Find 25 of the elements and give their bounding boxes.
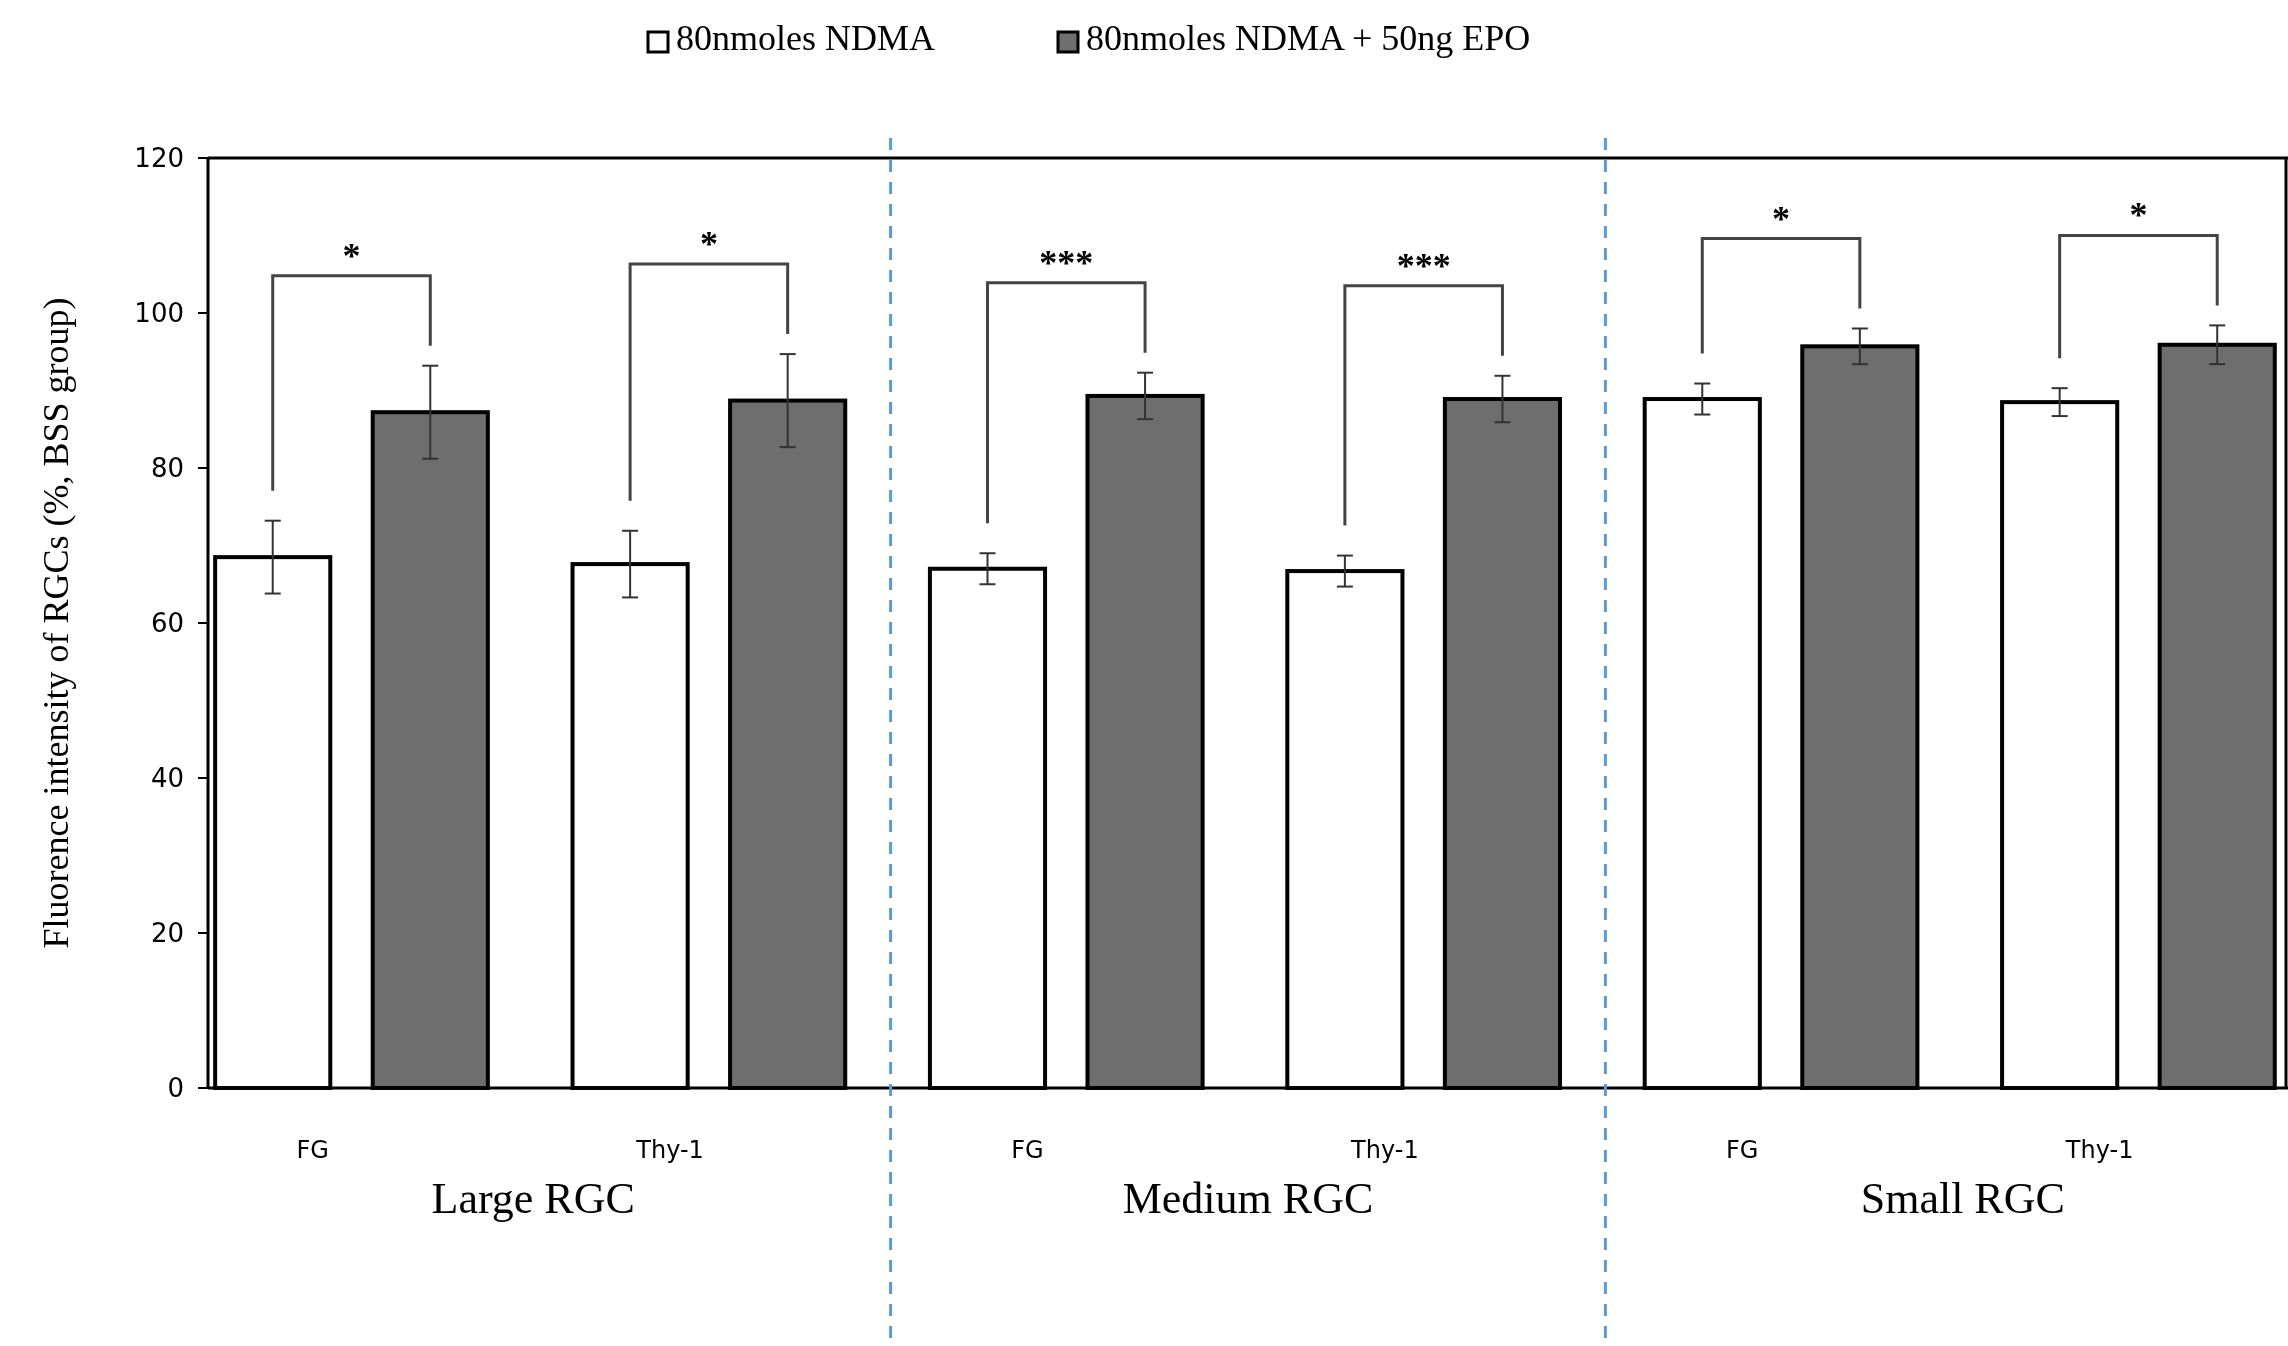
x-tick-label: FG xyxy=(1011,1136,1044,1164)
y-tick-label: 0 xyxy=(167,1073,184,1104)
x-tick-label: Thy-1 xyxy=(635,1136,704,1164)
x-tick-label: FG xyxy=(1726,1136,1759,1164)
legend-label: 80nmoles NDMA + 50ng EPO xyxy=(1086,18,1531,58)
annotation: *** xyxy=(1396,245,1451,286)
y-tick-label: 80 xyxy=(150,453,184,484)
text: Large RGC xyxy=(431,1174,635,1223)
y-tick-label: 40 xyxy=(150,763,184,794)
annotation: * xyxy=(699,224,718,265)
x-tick-label: FG xyxy=(296,1136,329,1164)
x-tick-label: Thy-1 xyxy=(2064,1136,2134,1164)
annotation: * xyxy=(342,235,361,276)
y-axis-title: Fluorence intensity of RGCs (%, BSS group) xyxy=(36,297,76,949)
annotation: * xyxy=(1772,198,1791,239)
y-tick-label: 120 xyxy=(134,143,184,174)
y-tick-label: 100 xyxy=(134,298,184,329)
text: Medium RGC xyxy=(1122,1174,1374,1223)
annotation: *** xyxy=(1039,242,1094,283)
legend-label: 80nmoles NDMA xyxy=(676,18,935,58)
y-tick-label: 60 xyxy=(150,608,184,639)
y-tick-label: 20 xyxy=(150,918,184,949)
text: Small RGC xyxy=(1860,1174,2065,1223)
annotation: * xyxy=(2129,195,2148,236)
x-tick-label: Thy-1 xyxy=(1350,1136,1419,1164)
